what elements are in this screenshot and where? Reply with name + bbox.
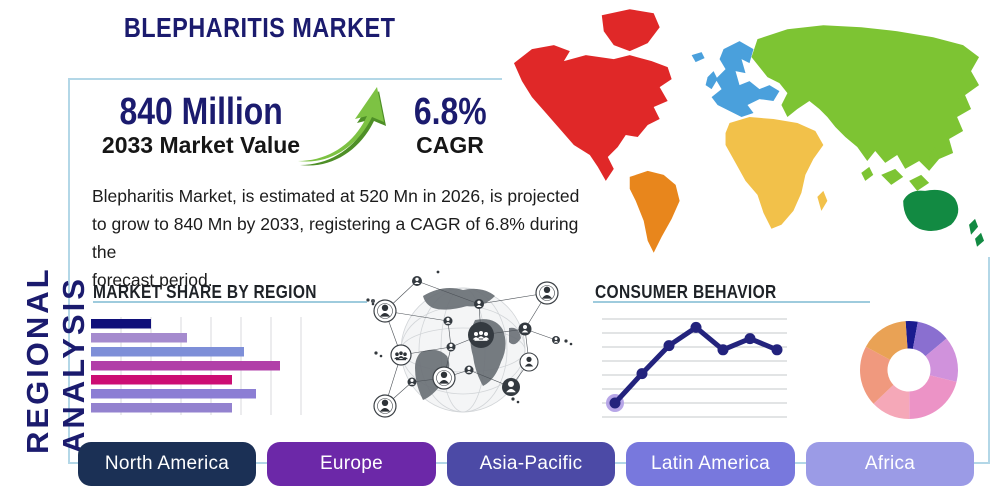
market-share-bar-chart (91, 317, 302, 415)
cagr-number: 6.8% (413, 91, 487, 133)
continent-south-america (629, 170, 680, 253)
trend-point-2 (636, 368, 648, 380)
region-share-bar-2 (91, 333, 187, 343)
continent-oceania (903, 189, 985, 247)
continent-africa (725, 117, 828, 229)
donut-slice-5 (873, 384, 910, 420)
region-button-africa[interactable]: Africa (806, 442, 974, 486)
description-line-2: to grow to 840 Mn by 2033, registering a… (92, 214, 579, 262)
market-value-number: 840 Million (119, 91, 283, 133)
market-description: Blepharitis Market, is estimated at 520 … (92, 182, 607, 294)
market-share-heading: MARKET SHARE BY REGION (93, 281, 317, 302)
region-buttons-row: North America Europe Asia-Pacific Latin Ame… (78, 442, 974, 486)
region-button-north-america[interactable]: North America (78, 442, 256, 486)
trend-point-1 (609, 397, 621, 409)
continent-asia (751, 25, 980, 191)
donut-slice-1 (905, 320, 918, 349)
region-share-bar-4 (91, 361, 280, 371)
trend-point-5 (717, 344, 729, 356)
consumer-behavior-line-chart (602, 318, 787, 418)
underline-end-dot (371, 299, 375, 303)
region-share-bar-3 (91, 347, 244, 357)
page-title: BLEPHARITIS MARKET (124, 12, 396, 43)
region-share-bar-6 (91, 389, 256, 399)
region-button-europe[interactable]: Europe (267, 442, 436, 486)
trend-point-6 (744, 333, 756, 345)
continent-europe (691, 41, 780, 118)
donut-slice-2 (912, 321, 947, 357)
world-map-svg (513, 9, 985, 253)
vertical-section-label: REGIONAL ANALYSIS (20, 266, 91, 454)
donut-slice-4 (909, 375, 957, 419)
cagr-label: CAGR (416, 132, 484, 158)
consumer-behavior-underline (593, 301, 870, 303)
world-map (502, 5, 996, 257)
donut-slice-7 (865, 321, 908, 360)
donut-slice-6 (860, 346, 894, 404)
globe-network-graphic (366, 270, 573, 418)
cagr-stat: 6.8% CAGR (403, 92, 497, 158)
continent-north-america (513, 9, 672, 181)
network-nodes (373, 276, 560, 418)
trend-point-3 (663, 340, 675, 352)
description-line-3: forecast period. (92, 270, 213, 290)
region-button-latin-america[interactable]: Latin America (626, 442, 795, 486)
region-share-bar-1 (91, 319, 151, 329)
market-share-underline (93, 301, 367, 303)
network-dots (366, 270, 573, 404)
description-line-1: Blepharitis Market, is estimated at 520 … (92, 186, 580, 206)
market-value-label: 2033 Market Value (101, 132, 301, 158)
trend-point-4 (690, 321, 702, 333)
consumer-behavior-heading: CONSUMER BEHAVIOR (595, 281, 777, 302)
market-value-stat: 840 Million 2033 Market Value (91, 92, 311, 158)
growth-arrow-icon (292, 82, 386, 166)
region-donut-chart (860, 320, 958, 420)
region-share-bar-5 (91, 375, 232, 385)
region-share-bar-7 (91, 403, 232, 413)
trend-point-7 (771, 344, 783, 356)
donut-slice-3 (925, 338, 958, 382)
region-button-asia-pacific[interactable]: Asia-Pacific (447, 442, 615, 486)
